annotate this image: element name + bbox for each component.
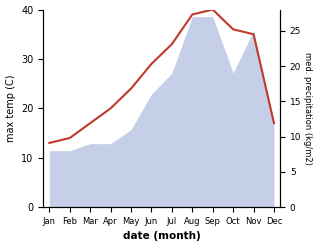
X-axis label: date (month): date (month) bbox=[123, 231, 201, 242]
Y-axis label: med. precipitation (kg/m2): med. precipitation (kg/m2) bbox=[303, 52, 313, 165]
Y-axis label: max temp (C): max temp (C) bbox=[5, 75, 16, 142]
